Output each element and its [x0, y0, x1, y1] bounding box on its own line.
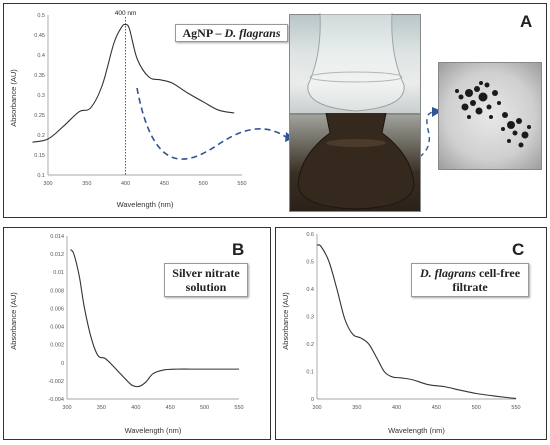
flask-dark-drawing: [297, 112, 415, 210]
panel-c: 0 0.1 0.2 0.3 0.4 0.5 0.6 300 350 400 450 500 550 Wav…: [275, 227, 547, 440]
nanoparticle: [518, 142, 524, 148]
x-axis-title: Wavelength (nm): [388, 426, 445, 435]
dashed-arrow-path-2: [393, 111, 433, 165]
y-axis-title: Absorbance (AU): [281, 292, 290, 350]
chart-c: 0 0.1 0.2 0.3 0.4 0.5 0.6 300 350 400 450 500 550 Wav…: [281, 232, 521, 435]
nanoparticle: [507, 121, 515, 129]
y-tick-label: 0.3: [37, 93, 45, 99]
panel-b: -0.004 -0.002 0 0.002 0.004 0.006 0.008 0.01 0.0…: [3, 227, 271, 440]
x-tick-label: 550: [237, 181, 246, 187]
nanoparticle: [458, 94, 464, 100]
x-tick-label: 300: [62, 405, 71, 411]
y-tick-label: 0.35: [34, 73, 45, 79]
y-tick-label: 0: [311, 397, 314, 403]
nanoparticle: [465, 89, 473, 97]
dashed-arrow-path: [136, 87, 287, 160]
panel-letter-a: A: [520, 12, 533, 31]
chart-a: 0.1 0.15 0.2 0.25 0.3 0.35 0.4 0.45 0.5 300 350 400…: [9, 10, 442, 209]
nanoparticle: [461, 103, 469, 111]
y-tick-label: -0.002: [48, 379, 64, 385]
y-tick-label: 0.15: [34, 153, 45, 159]
x-tick-label: 500: [199, 181, 208, 187]
peak-label: 400 nm: [115, 10, 137, 17]
chart-b: -0.004 -0.002 0 0.002 0.004 0.006 0.008 0.01 0.0…: [9, 234, 244, 435]
y-axis-title: Absorbance (AU): [9, 292, 18, 350]
flask-photo-dark: [289, 112, 421, 212]
y-tick-label: 0.6: [306, 232, 314, 238]
y-tick-label: 0.2: [37, 133, 45, 139]
nanoparticle: [478, 92, 488, 102]
y-tick-label: 0.2: [306, 342, 314, 348]
nanoparticle: [527, 125, 531, 129]
nanoparticle: [521, 131, 529, 139]
panel-c-label: D. flagrans cell-free filtrate: [411, 263, 529, 297]
series-line-c: [316, 244, 517, 399]
y-tick-label: 0.5: [37, 13, 45, 19]
nanoparticle: [489, 115, 493, 119]
tem-particles: [455, 81, 531, 148]
y-tick-label: 0.25: [34, 113, 45, 119]
panel-letter-c: C: [512, 240, 525, 259]
y-axis-title: Absorbance (AU): [9, 69, 18, 127]
y-tick-label: 0.45: [34, 33, 45, 39]
panel-b-label: Silver nitrate solution: [164, 263, 248, 297]
y-tick-label: 0.4: [306, 287, 314, 293]
nanoparticle: [507, 139, 511, 143]
y-tick-label: 0.3: [306, 315, 314, 321]
nanoparticle: [467, 115, 471, 119]
x-axis-title: Wavelength (nm): [125, 426, 182, 435]
y-tick-label: 0.008: [50, 288, 64, 294]
nanoparticle: [497, 101, 501, 105]
y-tick-label: 0.012: [50, 252, 64, 258]
nanoparticle: [484, 82, 490, 88]
x-tick-label: 450: [160, 181, 169, 187]
y-tick-label: 0.004: [50, 325, 64, 331]
x-tick-label: 300: [312, 405, 321, 411]
x-tick-label: 350: [97, 405, 106, 411]
x-tick-label: 400: [392, 405, 401, 411]
right-arrow-icon-2: [432, 107, 442, 117]
nanoparticle: [475, 107, 483, 115]
nanoparticle: [474, 86, 480, 92]
y-tick-label: 0.014: [50, 234, 64, 240]
panel-a-label: AgNP – D. flagrans: [175, 24, 288, 42]
x-tick-label: 550: [234, 405, 243, 411]
y-tick-label: 0: [61, 361, 64, 367]
x-tick-label: 450: [432, 405, 441, 411]
x-tick-label: 550: [511, 405, 520, 411]
panel-a: 0.1 0.15 0.2 0.25 0.3 0.35 0.4 0.45 0.5 300 350 400…: [3, 3, 547, 218]
y-tick-label: 0.002: [50, 343, 64, 349]
nanoparticle: [455, 89, 459, 93]
nanoparticle: [502, 112, 508, 118]
y-tick-label: 0.4: [37, 53, 45, 59]
nanoparticle: [512, 130, 518, 136]
x-tick-label: 350: [82, 181, 91, 187]
flask-clear-drawing: [307, 12, 405, 112]
y-tick-label: -0.004: [48, 397, 64, 403]
nanoparticle: [486, 104, 492, 110]
series-line-b: [70, 249, 239, 388]
nanoparticle: [501, 127, 505, 131]
x-tick-label: 500: [200, 405, 209, 411]
nanoparticle: [516, 118, 522, 124]
y-tick-label: 0.01: [53, 270, 64, 276]
x-tick-label: 400: [121, 181, 130, 187]
flask-photo-clear: [289, 12, 421, 114]
nanoparticle: [492, 90, 498, 96]
x-tick-label: 350: [352, 405, 361, 411]
x-axis-title: Wavelength (nm): [117, 200, 174, 209]
panel-letter-b: B: [232, 240, 245, 259]
y-tick-label: 0.1: [306, 370, 314, 376]
nanoparticle: [470, 100, 476, 106]
x-tick-label: 300: [43, 181, 52, 187]
series-line-a: [32, 23, 235, 143]
x-tick-label: 450: [166, 405, 175, 411]
nanoparticle: [479, 81, 483, 85]
x-tick-label: 500: [472, 405, 481, 411]
y-tick-label: 0.5: [306, 260, 314, 266]
x-tick-label: 400: [131, 405, 140, 411]
tem-image: [438, 62, 542, 170]
y-tick-label: 0.1: [37, 173, 45, 179]
y-tick-label: 0.006: [50, 306, 64, 312]
